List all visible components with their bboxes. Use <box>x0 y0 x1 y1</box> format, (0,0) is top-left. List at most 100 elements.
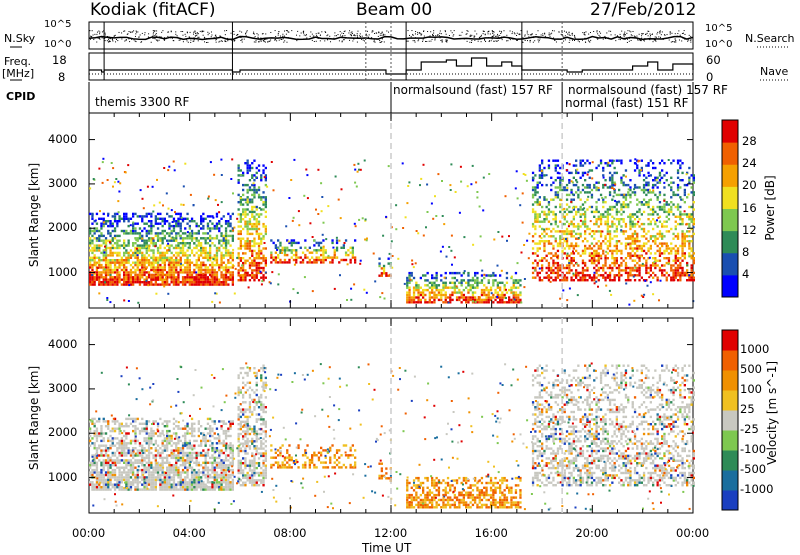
range-cell <box>493 239 495 241</box>
range-cell <box>244 221 246 223</box>
nsky-point <box>552 30 553 31</box>
range-cell <box>666 279 668 281</box>
range-cell <box>242 218 244 220</box>
nsky-point <box>159 40 160 41</box>
range-cell <box>223 242 225 244</box>
range-cell <box>125 279 127 281</box>
range-cell <box>663 257 665 259</box>
nsky-point <box>329 36 330 37</box>
range-cell <box>114 269 116 271</box>
range-cell <box>451 235 453 237</box>
range-cell <box>404 283 406 285</box>
range-cell <box>98 249 100 251</box>
nsky-point <box>514 32 515 33</box>
range-cell <box>620 229 622 231</box>
range-cell <box>670 267 672 269</box>
nsky-point <box>633 31 634 32</box>
range-cell <box>641 189 643 191</box>
range-cell <box>659 233 661 235</box>
range-cell <box>483 177 485 179</box>
range-cell <box>143 274 145 276</box>
range-cell <box>584 211 586 213</box>
range-cell <box>629 228 631 230</box>
nsky-point <box>156 33 157 34</box>
nsky-point <box>275 30 276 31</box>
range-cell <box>537 255 539 257</box>
range-cell <box>677 269 679 271</box>
nsky-point <box>597 33 598 34</box>
range-cell <box>360 169 362 171</box>
range-cell <box>600 242 602 244</box>
nsky-point <box>623 34 624 35</box>
nsky-point <box>361 39 362 40</box>
range-cell <box>679 167 681 169</box>
nsky-point <box>525 40 526 41</box>
range-cell <box>628 188 630 190</box>
range-cell <box>191 249 193 251</box>
range-cell <box>506 240 508 242</box>
range-cell <box>629 201 631 203</box>
range-cell <box>137 274 139 276</box>
range-cell <box>168 259 170 261</box>
range-cell <box>623 203 625 205</box>
range-cell <box>616 252 618 254</box>
range-cell <box>290 179 292 181</box>
range-cell <box>162 237 164 239</box>
range-cell <box>291 249 293 251</box>
range-cell <box>255 176 257 178</box>
range-cell <box>300 256 302 258</box>
range-cell <box>650 274 652 276</box>
range-cell <box>168 266 170 268</box>
range-cell <box>177 244 179 246</box>
range-cell <box>298 224 300 226</box>
range-cell <box>229 274 231 276</box>
range-cell <box>563 208 565 210</box>
range-cell <box>182 249 184 251</box>
range-cell <box>534 242 536 244</box>
range-cell <box>638 247 640 249</box>
nsky-point <box>659 31 660 32</box>
range-cell <box>121 244 123 246</box>
range-cell <box>681 260 683 262</box>
range-cell <box>139 276 141 278</box>
range-cell <box>534 260 536 262</box>
nsky-point <box>419 32 420 33</box>
range-cell <box>580 272 582 274</box>
range-cell <box>546 174 548 176</box>
range-cell <box>320 247 322 249</box>
range-cell <box>413 266 415 268</box>
nsky-point <box>225 40 226 41</box>
range-cell <box>611 179 613 181</box>
nsky-point <box>380 42 381 43</box>
range-cell <box>661 208 663 210</box>
range-cell <box>645 260 647 262</box>
range-cell <box>103 283 105 285</box>
range-cell <box>109 301 111 303</box>
range-cell <box>262 260 264 262</box>
range-cell <box>209 227 211 229</box>
range-cell <box>650 223 652 225</box>
nsky-point <box>207 32 208 33</box>
range-cell <box>157 252 159 254</box>
range-cell <box>595 255 597 257</box>
range-cell <box>162 262 164 264</box>
nsky-point <box>211 34 212 35</box>
range-cell <box>141 266 143 268</box>
range-cell <box>270 261 272 263</box>
range-cell <box>270 282 272 284</box>
range-cell <box>474 296 476 298</box>
range-cell <box>223 240 225 242</box>
range-cell <box>244 208 246 210</box>
range-cell <box>458 291 460 293</box>
range-cell <box>548 203 550 205</box>
nsky-point <box>340 31 341 32</box>
nsky-point <box>684 34 685 35</box>
range-cell <box>117 200 119 202</box>
range-cell <box>494 289 496 291</box>
range-cell <box>223 276 225 278</box>
range-cell <box>167 169 169 171</box>
range-cell <box>89 445 91 447</box>
range-cell <box>123 264 125 266</box>
range-cell <box>247 223 249 225</box>
range-cell <box>609 233 611 235</box>
